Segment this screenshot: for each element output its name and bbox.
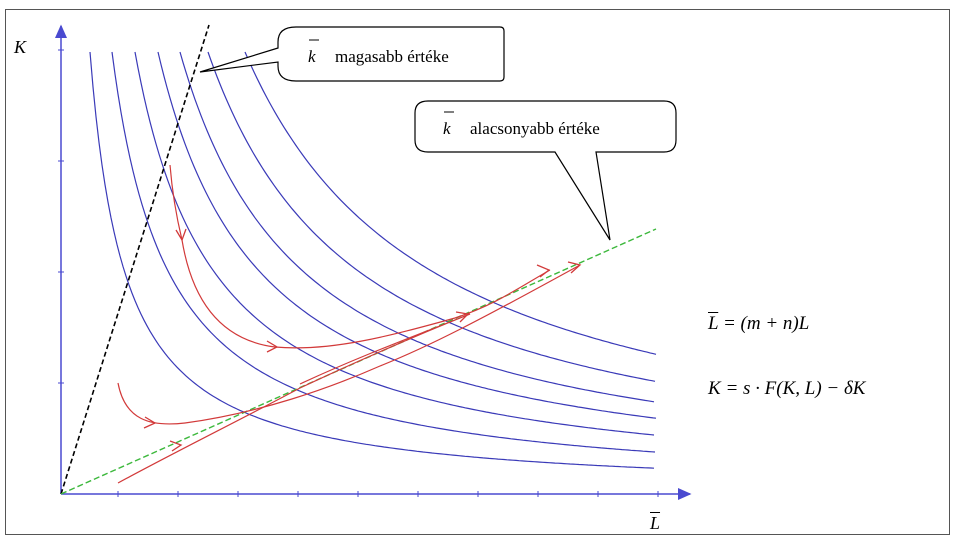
- callout-high: k magasabb értéke: [199, 26, 505, 82]
- x-axis-ticks: [117, 491, 659, 497]
- equation-2: K = s · F(K, L) − δK: [708, 378, 865, 400]
- arrow-head: [266, 340, 279, 353]
- figure-frame: [5, 9, 950, 535]
- equation-2-lhs: K: [708, 378, 721, 399]
- callout-low: k alacsonyabb értéke: [414, 100, 677, 241]
- isoquant-2: [111, 51, 656, 453]
- isoquant-5: [179, 51, 655, 403]
- y-axis-ticks: [58, 49, 64, 384]
- callout-high-symbol: k: [308, 47, 316, 66]
- equation-1-lhs: L: [708, 313, 719, 334]
- isoquant-7: [244, 51, 657, 355]
- high-k-ray: [60, 24, 210, 495]
- isoquant-curves: [89, 51, 657, 469]
- arrow-head: [536, 264, 551, 278]
- isoquant-6: [207, 51, 656, 382]
- equation-2-rhs: = s · F(K, L) − δK: [725, 378, 866, 399]
- y-axis-label: K: [14, 37, 27, 57]
- isoquant-3: [134, 51, 655, 436]
- trajectories: [117, 164, 581, 484]
- arrow-head: [169, 440, 183, 452]
- trajectory-3: [117, 313, 471, 484]
- arrow-head: [175, 228, 187, 242]
- x-axis-label: L: [650, 513, 661, 533]
- callout-low-symbol: k: [443, 119, 451, 138]
- callout-low-text: alacsonyabb értéke: [470, 119, 600, 138]
- isoquant-1: [89, 51, 655, 469]
- trajectory-1: [169, 164, 183, 241]
- trajectory-arrows: [143, 228, 582, 452]
- equation-1-rhs: = (m + n)L: [722, 313, 810, 334]
- trajectory-1b: [181, 239, 551, 349]
- callout-high-text: magasabb értéke: [335, 47, 449, 66]
- arrow-head: [455, 311, 470, 323]
- isoquant-4: [157, 51, 657, 419]
- arrow-head: [143, 416, 157, 429]
- trajectory-4: [299, 313, 471, 385]
- trajectory-2: [117, 264, 581, 425]
- arrow-head: [567, 261, 582, 274]
- equation-1: L = (m + n)L: [708, 313, 809, 335]
